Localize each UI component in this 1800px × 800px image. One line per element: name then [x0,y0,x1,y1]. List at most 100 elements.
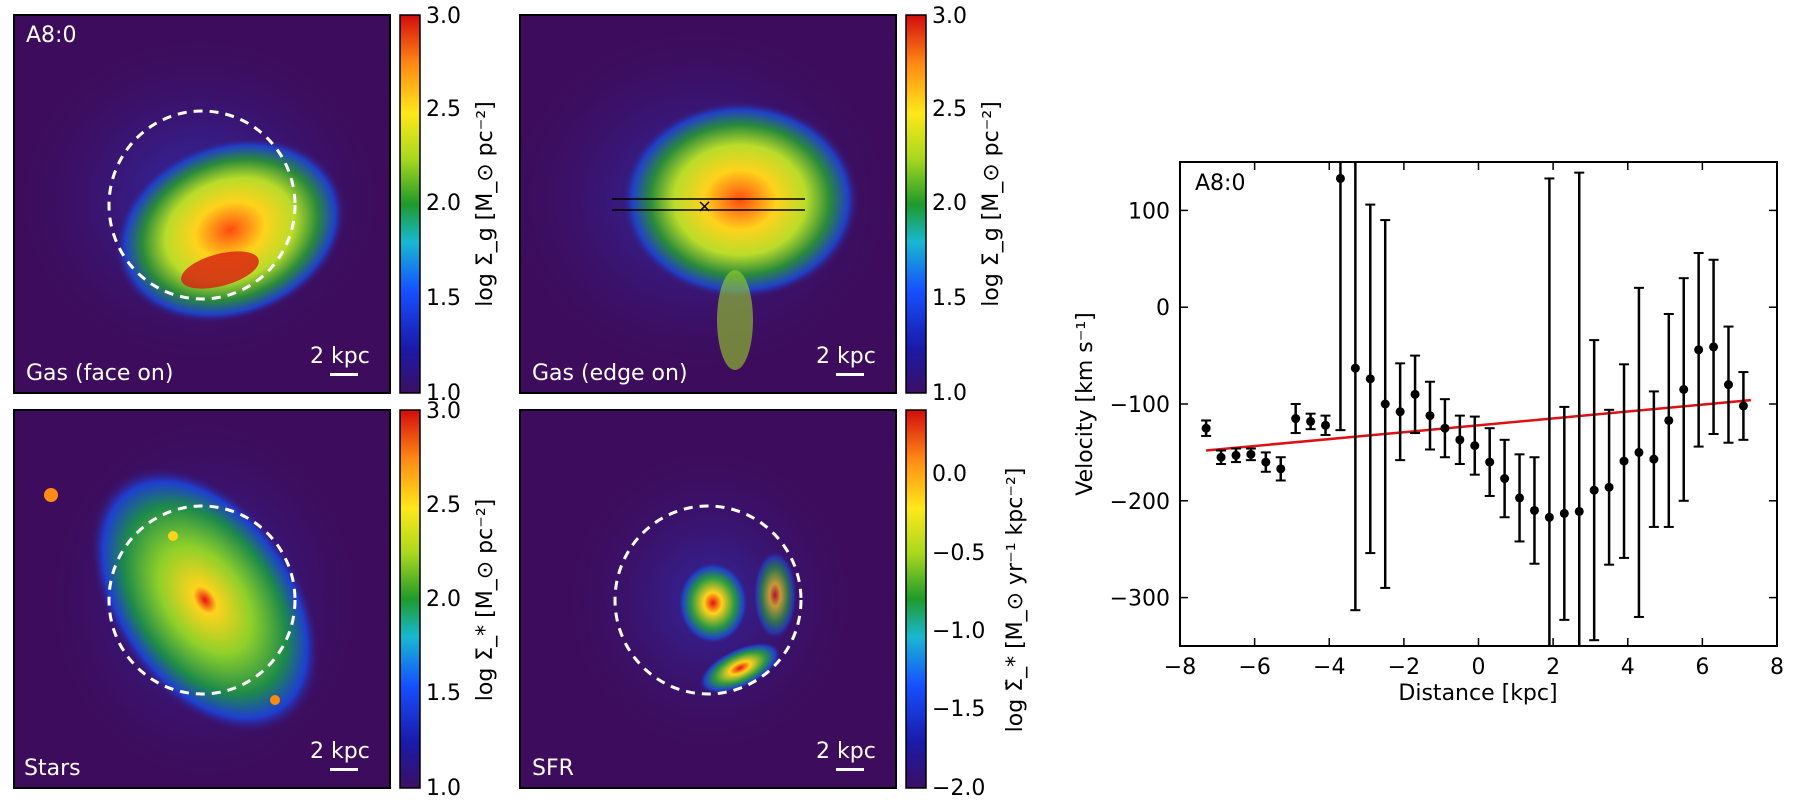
gas-disk [620,100,860,300]
scale-label: 2 kpc [310,739,370,764]
colorbar-tick: 1.5 [932,286,967,311]
x-tick-label: 0 [1472,655,1486,680]
gas-disk [113,135,347,325]
data-point [1709,342,1719,352]
data-point [1291,414,1301,424]
map-frame [13,14,391,394]
data-point [1321,420,1331,430]
data-point [1231,450,1241,460]
scale-bar [330,373,358,376]
data-point [1500,474,1510,484]
data-point [1350,363,1360,373]
colorbar-tick: 3.0 [426,399,461,424]
data-point [1261,457,1271,467]
scale-label: 2 kpc [816,739,876,764]
colorbar-sfr: −2.0 −1.5 −1.0 −0.5 0.0 log Σ̇_* [M_⊙ yr… [905,409,1028,800]
x-tick-label: 8 [1770,655,1784,680]
data-point [1335,173,1345,183]
gas-filament [717,270,753,370]
map-frame [519,409,897,789]
colorbar-label: log Σ_* [M_⊙ pc⁻²] [473,499,498,702]
panel-label: Stars [24,756,81,781]
colorbar-label: log Σ̇_* [M_⊙ yr⁻¹ kpc⁻²] [1003,468,1028,733]
x-tick-label: −2 [1388,655,1420,680]
aperture-ring [107,109,297,301]
panel-gas-edge-on: × Gas (edge on) 2 kpc [519,14,897,394]
data-point [1634,447,1644,457]
panel-stars: Stars 2 kpc [13,409,391,789]
colorbar-tick: 2.0 [932,191,967,216]
colorbar-tick: −1.5 [932,697,985,722]
colorbar-tick: −2.0 [932,776,985,800]
x-tick-label: −8 [1164,655,1196,680]
y-tick-label: 0 [1156,296,1170,321]
colorbar-tick: −0.5 [932,541,985,566]
scale-label: 2 kpc [310,344,370,369]
y-tick-label: −200 [1110,490,1170,515]
data-point [1589,485,1599,495]
fit-line [1206,398,1751,452]
colorbar-tick: 3.0 [932,4,967,29]
satellite [44,488,58,502]
panel-label: SFR [532,756,574,781]
satellite [270,695,280,705]
colorbar-tick: 1.5 [426,286,461,311]
data-point [1664,415,1674,425]
panel-label: Gas (face on) [26,361,173,386]
satellite [168,531,178,541]
data-point [1276,464,1286,474]
data-point [1694,345,1704,355]
y-axis-label: Velocity [km s⁻¹] [1073,312,1098,496]
axis-ticks: −8 −6 −4 −2 0 2 4 6 8 −300 −200 −100 0 100 [1110,162,1784,680]
data-point [1365,374,1375,384]
plot-area-frame [1179,161,1778,647]
colorbar-tick: 1.0 [932,381,967,406]
colorbar-gradient [905,14,927,394]
data-point [1529,505,1539,515]
data-point [1470,441,1480,451]
colorbar-tick: 1.5 [426,681,461,706]
data-point [1619,456,1629,466]
scale-label: 2 kpc [816,344,876,369]
sfr-clump-south [698,641,782,695]
colorbar-tick: −1.0 [932,619,985,644]
data-point [1410,389,1420,399]
aperture-ring [107,504,297,696]
data-point [1440,423,1450,433]
scale-bar [836,768,864,771]
panel-sfr: SFR 2 kpc [519,409,897,789]
scale-bar [836,373,864,376]
colorbar-tick: 1.0 [426,776,461,800]
colorbar-tick: 2.0 [426,191,461,216]
data-point [1306,416,1316,426]
colorbar-tick: 2.5 [426,97,461,122]
colorbar-label: log Σ_g [M_⊙ pc⁻²] [979,101,1004,306]
data-point [1679,384,1689,394]
y-tick-label: 100 [1128,199,1170,224]
data-point [1395,407,1405,417]
data-point [1604,482,1614,492]
data-point [1544,512,1554,522]
data-point [1574,506,1584,516]
x-tick-label: 6 [1695,655,1709,680]
chart-title: A8:0 [1195,171,1245,196]
fit-line-group [1206,398,1751,452]
sfr-arc [753,550,797,640]
run-tag: A8:0 [26,23,76,48]
colorbar-gas-edge-on: 1.0 1.5 2.0 2.5 3.0 log Σ_g [M_⊙ pc⁻²] [905,4,1004,406]
y-tick-label: −100 [1110,393,1170,418]
stellar-disk [88,465,322,735]
data-point [1246,449,1256,459]
panel-gas-face-on: A8:0 Gas (face on) 2 kpc [13,14,391,394]
colorbar-tick: 2.5 [932,97,967,122]
data-point [1485,457,1495,467]
sfr-clump-main [677,561,749,645]
data-point [1649,454,1659,464]
data-point [1515,493,1525,503]
center-marker: × [697,196,712,217]
data-points [1201,162,1749,646]
data-point [1559,508,1569,518]
colorbar-tick: 2.0 [426,587,461,612]
colorbar-gradient [399,409,421,789]
